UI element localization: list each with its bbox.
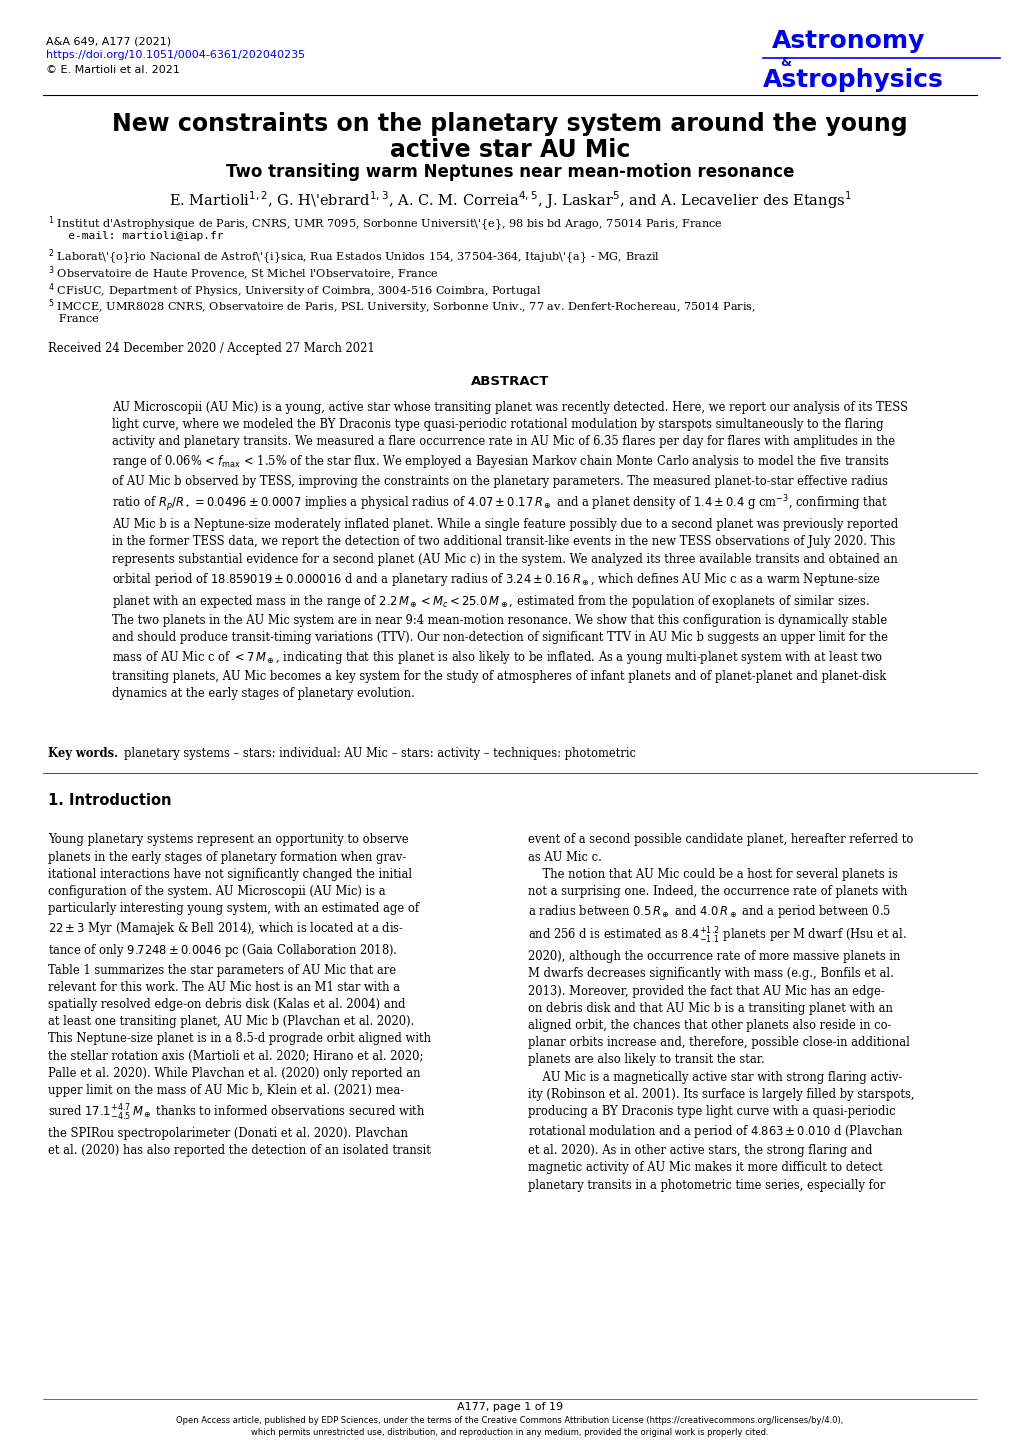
Text: active star AU Mic: active star AU Mic: [389, 138, 630, 163]
Text: event of a second possible candidate planet, hereafter referred to
as AU Mic c.
: event of a second possible candidate pla…: [528, 833, 914, 1191]
Text: planetary systems – stars: individual: AU Mic – stars: activity – techniques: ph: planetary systems – stars: individual: A…: [124, 747, 636, 760]
Text: https://doi.org/10.1051/0004-6361/202040235: https://doi.org/10.1051/0004-6361/202040…: [46, 50, 305, 61]
Text: 1. Introduction: 1. Introduction: [48, 793, 171, 808]
Text: E. Martioli$^{1,2}$, G. H\'ebrard$^{1,3}$, A. C. M. Correia$^{4,5}$, J. Laskar$^: E. Martioli$^{1,2}$, G. H\'ebrard$^{1,3}…: [168, 189, 851, 211]
Text: $^{5}$ IMCCE, UMR8028 CNRS, Observatoire de Paris, PSL University, Sorbonne Univ: $^{5}$ IMCCE, UMR8028 CNRS, Observatoire…: [48, 297, 755, 316]
Text: France: France: [48, 314, 99, 324]
Text: $^{2}$ Laborat\'{o}rio Nacional de Astrof\'{i}sica, Rua Estados Unidos 154, 3750: $^{2}$ Laborat\'{o}rio Nacional de Astro…: [48, 248, 659, 267]
Text: &: &: [780, 56, 791, 69]
Text: ABSTRACT: ABSTRACT: [471, 375, 548, 388]
Text: AU Microscopii (AU Mic) is a young, active star whose transiting planet was rece: AU Microscopii (AU Mic) is a young, acti…: [112, 401, 907, 701]
Text: $^{1}$ Institut d'Astrophysique de Paris, CNRS, UMR 7095, Sorbonne Universit\'{e: $^{1}$ Institut d'Astrophysique de Paris…: [48, 215, 722, 234]
Text: A177, page 1 of 19: A177, page 1 of 19: [457, 1402, 562, 1412]
Text: A&A 649, A177 (2021): A&A 649, A177 (2021): [46, 36, 171, 46]
Text: Astrophysics: Astrophysics: [762, 68, 943, 92]
Text: Received 24 December 2020 / Accepted 27 March 2021: Received 24 December 2020 / Accepted 27 …: [48, 343, 374, 356]
Text: $^{3}$ Observatoire de Haute Provence, St Michel l'Observatoire, France: $^{3}$ Observatoire de Haute Provence, S…: [48, 265, 438, 283]
Text: Astronomy: Astronomy: [771, 29, 924, 53]
Text: e-mail: martioli@iap.fr: e-mail: martioli@iap.fr: [48, 231, 223, 241]
Text: Two transiting warm Neptunes near mean-motion resonance: Two transiting warm Neptunes near mean-m…: [225, 163, 794, 180]
Text: New constraints on the planetary system around the young: New constraints on the planetary system …: [112, 112, 907, 137]
Text: Key words.: Key words.: [48, 747, 118, 760]
Text: Young planetary systems represent an opportunity to observe
planets in the early: Young planetary systems represent an opp…: [48, 833, 430, 1158]
Text: $^{4}$ CFisUC, Department of Physics, University of Coimbra, 3004-516 Coimbra, P: $^{4}$ CFisUC, Department of Physics, Un…: [48, 281, 541, 300]
Text: © E. Martioli et al. 2021: © E. Martioli et al. 2021: [46, 65, 179, 75]
Text: Open Access article, published by EDP Sciences, under the terms of the Creative : Open Access article, published by EDP Sc…: [176, 1416, 843, 1436]
